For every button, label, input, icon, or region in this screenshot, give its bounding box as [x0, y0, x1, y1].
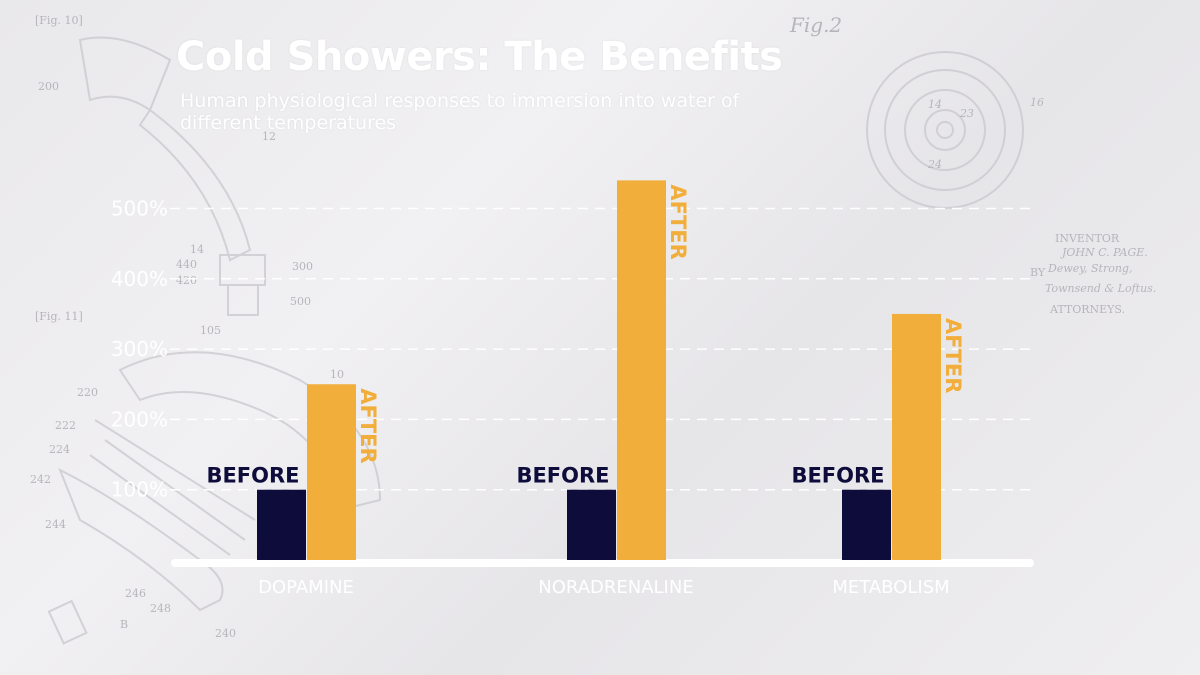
- bar-after: [307, 384, 356, 560]
- part-number: 500: [290, 295, 311, 308]
- bar-before: [257, 489, 306, 560]
- data-label-after: AFTER: [941, 318, 965, 393]
- bar-after: [617, 180, 666, 560]
- part-number: 105: [200, 324, 221, 337]
- data-label-before: BEFORE: [516, 464, 609, 488]
- data-label-before: BEFORE: [206, 464, 299, 488]
- y-tick-label: 500%: [111, 197, 168, 221]
- data-label-after: AFTER: [356, 388, 380, 463]
- data-label-before: BEFORE: [791, 464, 884, 488]
- fig11-label: [Fig. 11]: [35, 310, 83, 323]
- part-number: 246: [125, 587, 146, 600]
- y-tick-label: 100%: [111, 478, 168, 502]
- part-number: 14: [928, 98, 942, 111]
- inventor-line-2: JOHN C. PAGE.: [1060, 246, 1148, 259]
- inventor-line-1: INVENTOR: [1055, 232, 1120, 245]
- part-number: 10: [330, 368, 344, 381]
- part-number: 420: [176, 274, 197, 287]
- x-category-label: NORADRENALINE: [538, 577, 693, 598]
- part-number: 200: [38, 80, 59, 93]
- part-number: 16: [1030, 96, 1044, 109]
- inventor-line-6: ATTORNEYS.: [1049, 303, 1125, 316]
- part-number: 244: [45, 518, 66, 531]
- y-tick-label: 400%: [111, 267, 168, 291]
- part-number: 242: [30, 473, 51, 486]
- bar-after: [892, 313, 941, 560]
- part-number: 14: [190, 243, 204, 256]
- part-number: 248: [150, 602, 171, 615]
- bar-before: [567, 489, 616, 560]
- inventor-line-5: Townsend & Loftus.: [1045, 282, 1156, 295]
- inventor-line-3: BY: [1030, 266, 1046, 279]
- part-number: 300: [292, 260, 313, 273]
- part-number: 12: [262, 130, 276, 143]
- x-category-label: METABOLISM: [832, 577, 949, 598]
- part-number: 222: [55, 419, 76, 432]
- x-category-label: DOPAMINE: [258, 577, 354, 598]
- fig10-label: [Fig. 10]: [35, 14, 83, 27]
- part-number: 23: [959, 107, 974, 120]
- fig2-label: Fig.2: [789, 13, 842, 37]
- inventor-line-4: Dewey, Strong,: [1047, 262, 1132, 275]
- part-number: B: [120, 618, 128, 631]
- chart-title: Cold Showers: The Benefits: [176, 34, 783, 80]
- chart-subtitle: Human physiological responses to immersi…: [180, 90, 740, 134]
- y-tick-label: 200%: [111, 407, 168, 431]
- part-number: 220: [77, 386, 98, 399]
- y-tick-label: 300%: [111, 337, 168, 361]
- part-number: 224: [49, 443, 70, 456]
- data-label-after: AFTER: [666, 184, 690, 259]
- part-number: 440: [176, 258, 197, 271]
- part-number: 24: [927, 158, 942, 171]
- part-number: 240: [215, 627, 236, 640]
- bar-before: [842, 489, 891, 560]
